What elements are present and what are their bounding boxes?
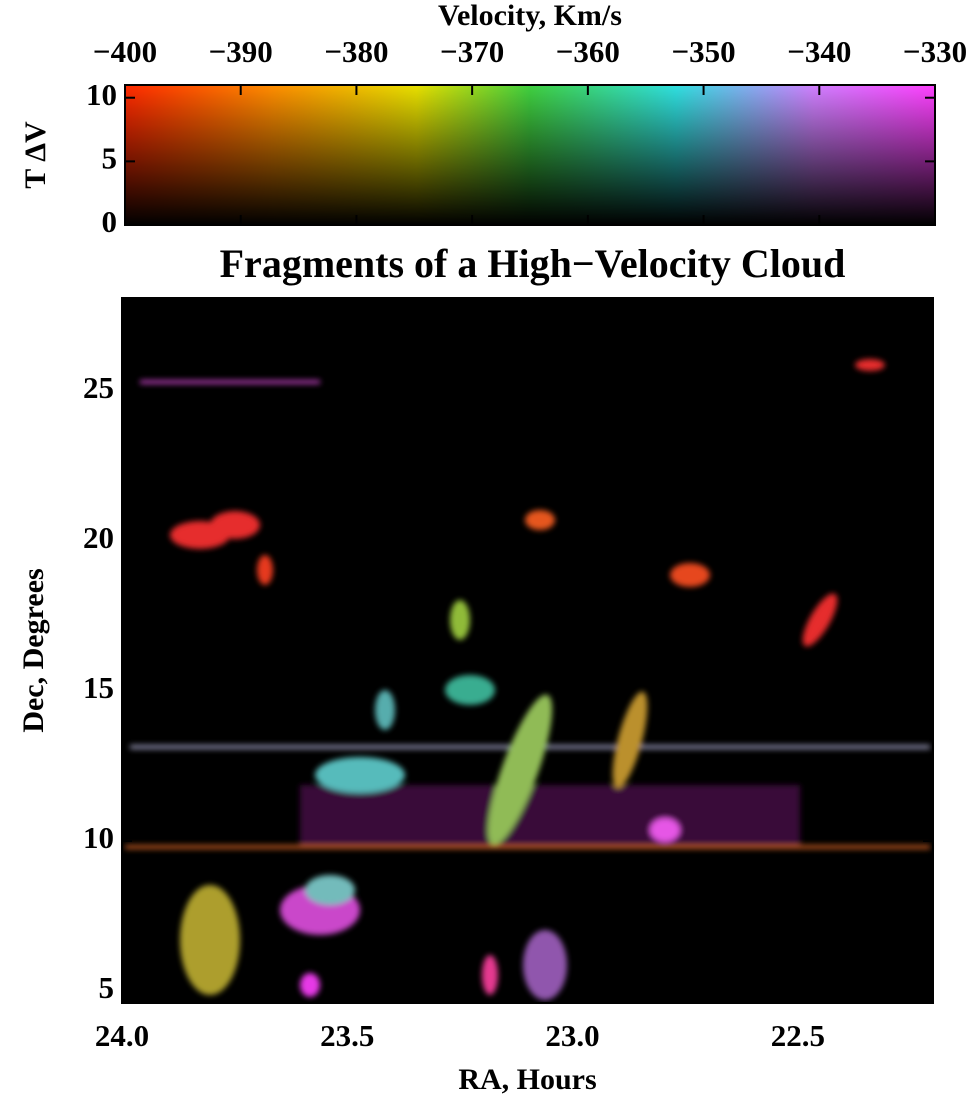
y-tick-label: 20 xyxy=(83,520,114,555)
y-axis-label: Dec, Degrees xyxy=(17,568,50,732)
sky-image xyxy=(122,298,933,1003)
y-tick-label: 5 xyxy=(102,140,118,175)
plot-frame xyxy=(124,84,936,226)
chart-title: Fragments of a High−Velocity Cloud xyxy=(220,241,846,286)
x-axis-label: Velocity, Km/s xyxy=(438,0,622,32)
colorbar-fill xyxy=(125,85,935,225)
y-tick-label: 5 xyxy=(99,970,115,1005)
x-tick-label: −400 xyxy=(93,34,157,69)
y-axis-label: T ΔV xyxy=(19,121,52,189)
x-tick-label: −390 xyxy=(209,34,273,69)
x-tick-label: −380 xyxy=(324,34,388,69)
x-tick-label: −330 xyxy=(903,34,967,69)
x-tick-label: −340 xyxy=(787,34,851,69)
plot-frame xyxy=(121,297,934,1004)
y-tick-label: 10 xyxy=(86,77,117,112)
y-tick-label: 25 xyxy=(83,370,114,405)
y-tick-label: 0 xyxy=(102,204,118,239)
y-tick-label: 15 xyxy=(83,670,114,705)
x-tick-label: 23.0 xyxy=(545,1018,599,1053)
x-tick-label: −360 xyxy=(556,34,620,69)
x-tick-label: 23.5 xyxy=(320,1018,374,1053)
x-tick-label: 24.0 xyxy=(95,1018,149,1053)
x-tick-label: −350 xyxy=(671,34,735,69)
x-tick-label: −370 xyxy=(440,34,504,69)
x-axis-label: RA, Hours xyxy=(458,1063,596,1096)
x-tick-label: 22.5 xyxy=(771,1018,825,1053)
y-tick-label: 10 xyxy=(83,820,114,855)
